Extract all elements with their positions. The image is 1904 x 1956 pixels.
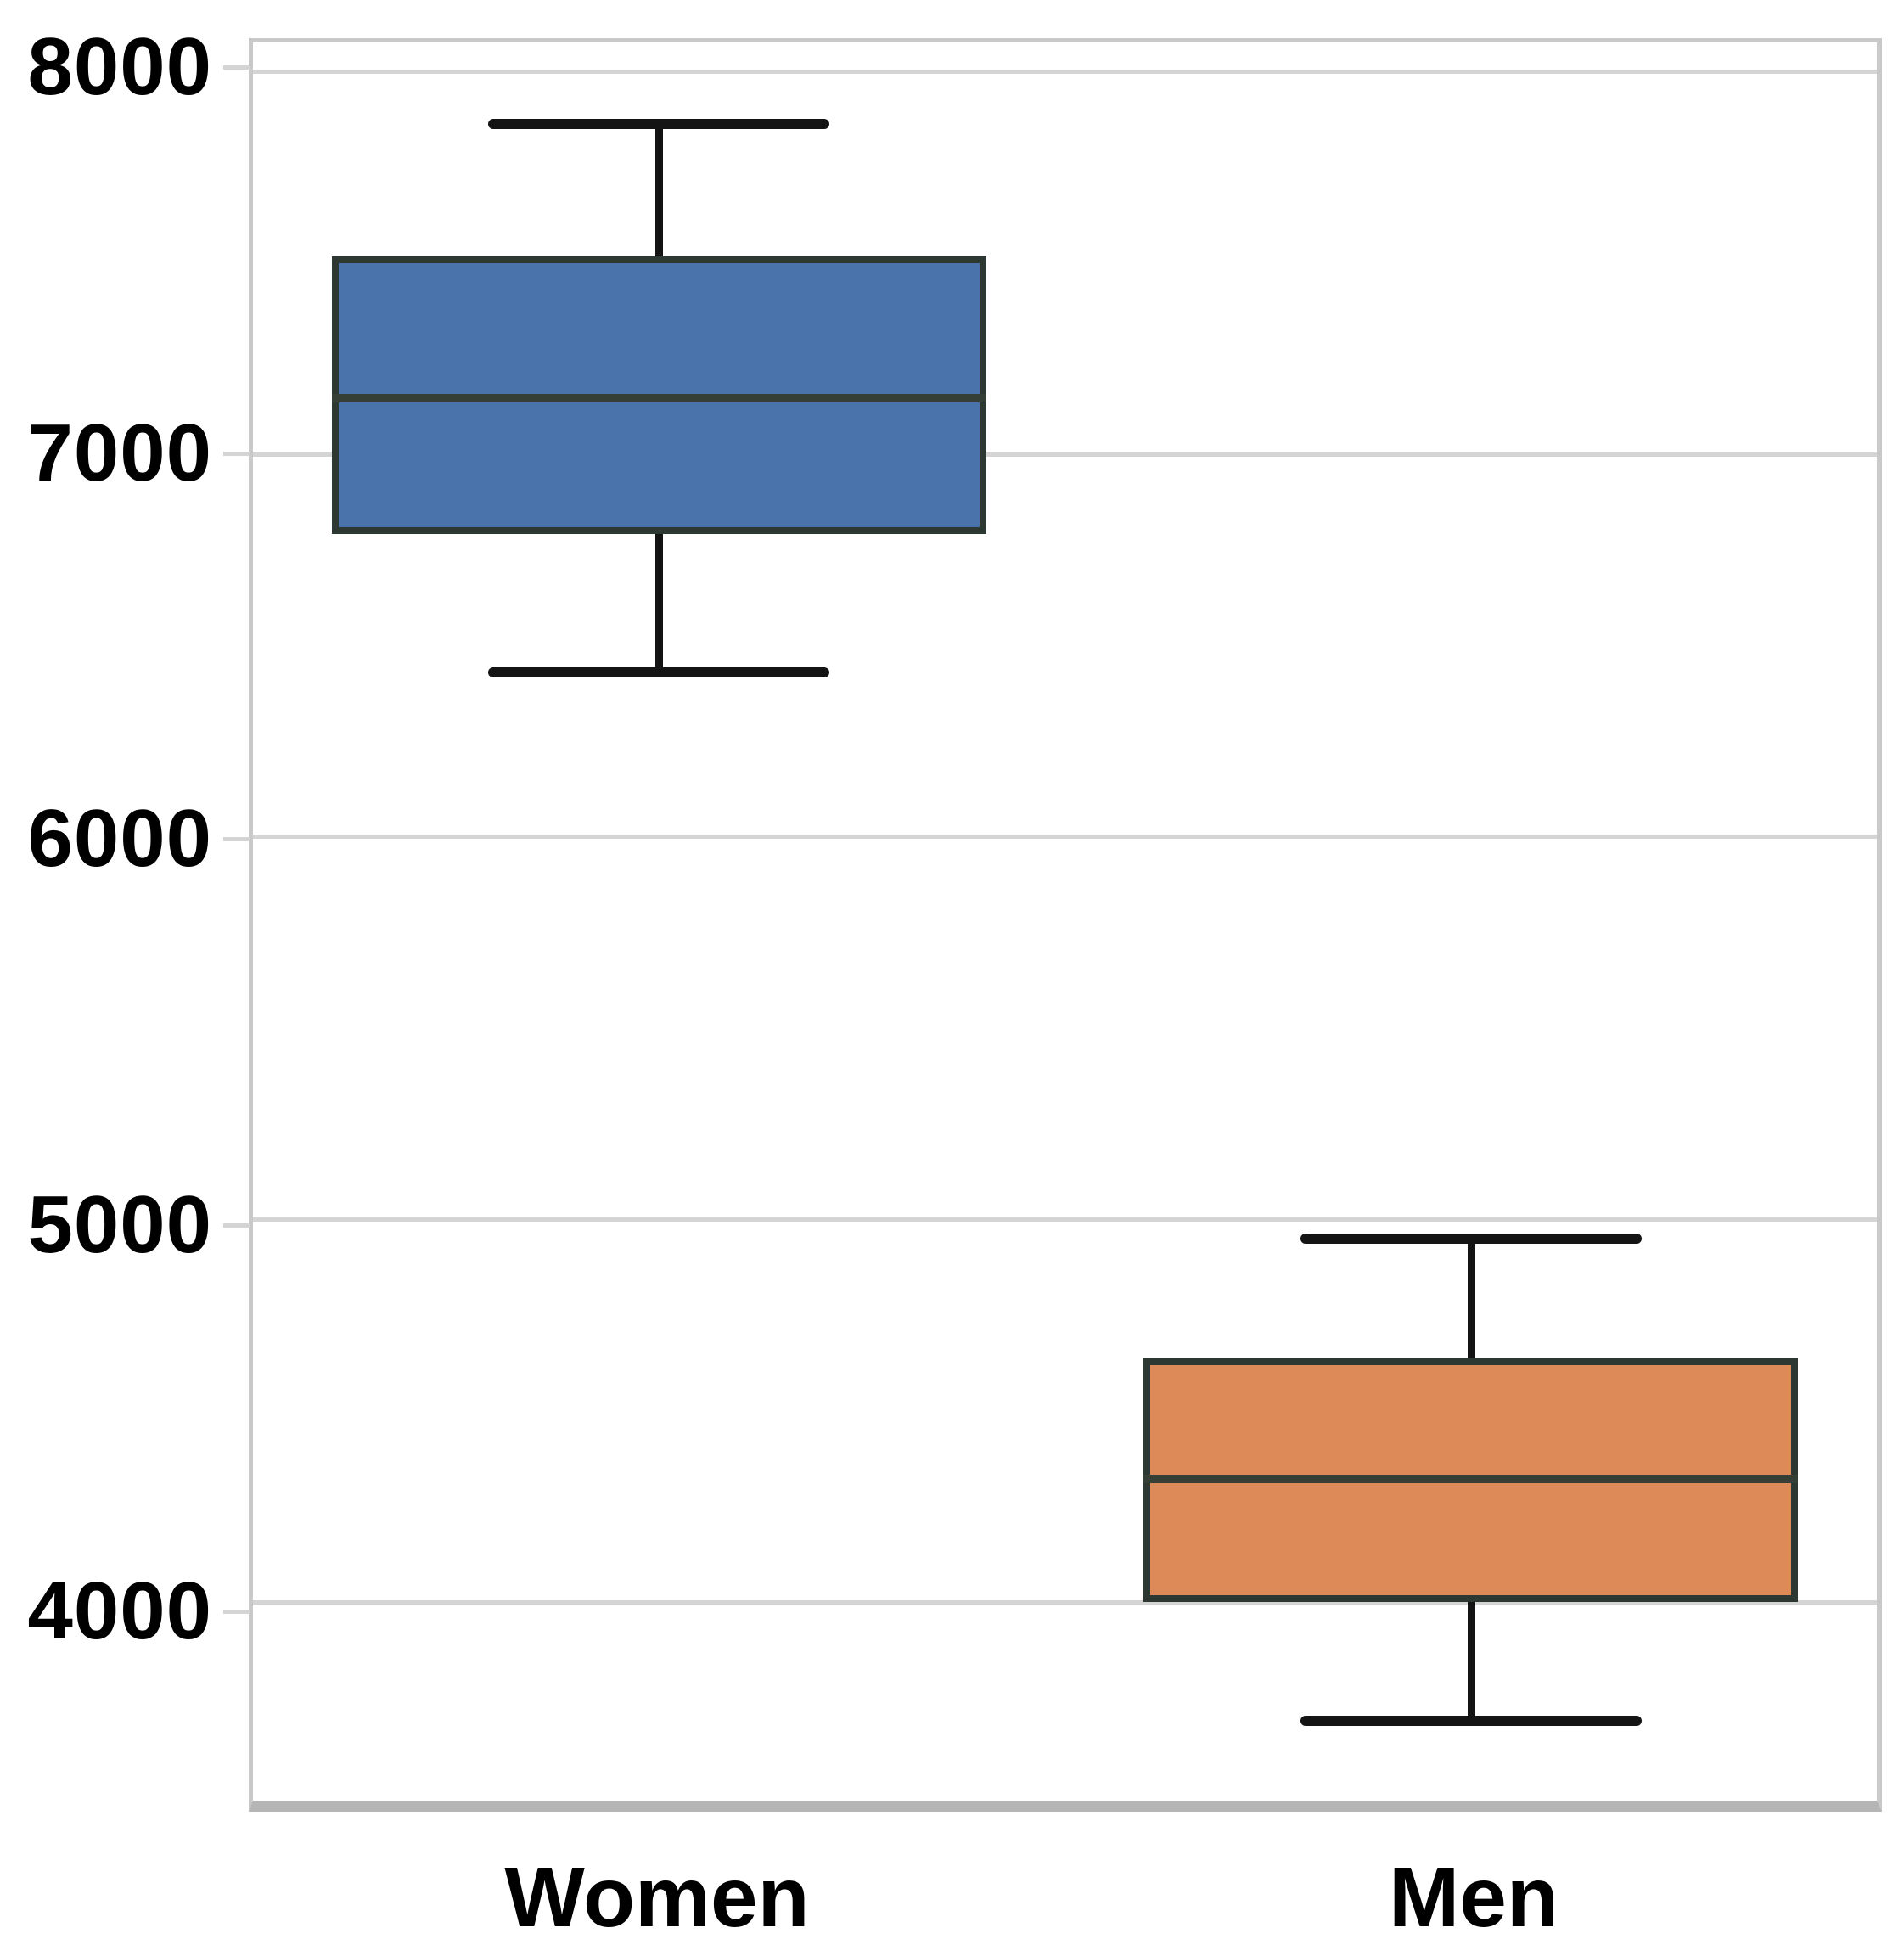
y-tick-label-5000: 5000 bbox=[27, 1178, 212, 1270]
plot-area bbox=[249, 38, 1882, 1812]
median-men bbox=[1143, 1475, 1799, 1484]
y-tick-label-7000: 7000 bbox=[27, 407, 212, 498]
median-women bbox=[331, 394, 986, 403]
gridline-4000 bbox=[253, 1599, 1877, 1605]
gridline-6000 bbox=[253, 835, 1877, 840]
y-tick-mark-5000 bbox=[223, 1222, 250, 1228]
whisker-cap-top-men bbox=[1300, 1234, 1642, 1245]
y-tick-label-6000: 6000 bbox=[27, 793, 212, 885]
y-tick-label-8000: 8000 bbox=[27, 21, 212, 113]
gridline-8000 bbox=[253, 69, 1877, 74]
y-tick-mark-7000 bbox=[223, 451, 250, 456]
y-tick-mark-8000 bbox=[223, 65, 250, 70]
whisker-lower-women bbox=[655, 534, 664, 672]
x-tick-label-men: Men bbox=[1389, 1850, 1559, 1945]
whisker-upper-women bbox=[655, 122, 664, 257]
gridline-7000 bbox=[253, 452, 1877, 457]
whisker-lower-men bbox=[1467, 1601, 1475, 1721]
y-tick-label-4000: 4000 bbox=[27, 1565, 212, 1656]
whisker-upper-men bbox=[1467, 1238, 1475, 1359]
whisker-cap-bottom-men bbox=[1300, 1716, 1642, 1727]
gridline-5000 bbox=[253, 1217, 1877, 1222]
y-tick-mark-4000 bbox=[223, 1609, 250, 1614]
whisker-cap-top-women bbox=[488, 118, 830, 129]
x-tick-label-women: Women bbox=[504, 1850, 810, 1945]
whisker-cap-bottom-women bbox=[488, 667, 830, 678]
y-tick-mark-6000 bbox=[223, 837, 250, 842]
